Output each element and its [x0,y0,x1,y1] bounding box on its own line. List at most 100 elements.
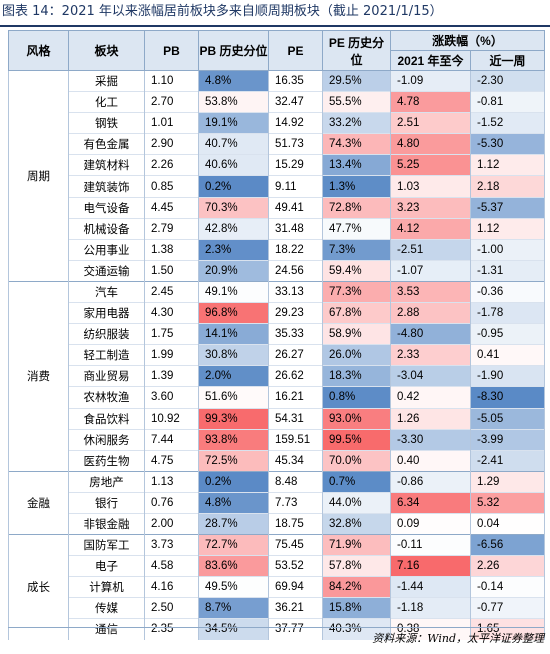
change-week-cell: -2.30 [469,69,546,92]
pb-percentile-cell: 49.1% [198,280,269,303]
sector-cell: 非银金融 [68,512,145,535]
change-ytd-cell: 5.25 [390,154,471,176]
sector-cell: 有色金属 [68,133,145,155]
change-week-cell: -5.30 [469,133,546,155]
table-row: 食品饮料 10.92 99.3% 54.31 93.0% 1.26 -5.05 [9,407,546,430]
table-row: 建筑材料 2.26 40.6% 15.29 13.4% 5.25 1.12 [9,154,546,176]
figure-title: 图表 14：2021 年以来涨幅居前板块多来自顺周期板块（截止 2021/1/1… [2,4,443,19]
pe-percentile-cell: 0.8% [322,386,391,408]
pb-cell: 3.60 [144,386,199,408]
table-row: 银行 0.76 4.8% 7.73 44.0% 6.34 5.32 [9,491,546,514]
pe-cell: 54.31 [268,407,323,430]
change-ytd-cell: 2.33 [390,344,471,366]
pe-cell: 53.52 [268,555,323,577]
sector-cell: 家用电器 [68,302,145,324]
change-ytd-cell: 1.03 [390,175,471,198]
pe-percentile-cell: 84.2% [322,576,391,598]
change-ytd-cell: 6.34 [390,491,471,514]
change-ytd-cell: 1.26 [390,407,471,430]
table-row: 电子 4.58 83.6% 53.52 57.8% 7.16 2.26 [9,555,546,577]
table-row: 建筑装饰 0.85 0.2% 9.11 1.3% 1.03 2.18 [9,175,546,198]
pe-percentile-cell: 7.3% [322,238,391,261]
pe-percentile-cell: 1.3% [322,175,391,198]
table-row: 医药生物 4.75 72.5% 45.34 70.0% 0.40 -2.41 [9,449,546,472]
change-ytd-cell: -1.07 [390,259,471,282]
table-row: 计算机 4.16 49.5% 69.94 84.2% -1.44 -0.14 [9,576,546,598]
pb-cell: 0.76 [144,491,199,514]
pe-cell: 18.22 [268,238,323,261]
pb-percentile-cell: 0.2% [198,175,269,198]
sector-cell: 公用事业 [68,238,145,261]
sector-cell: 电子 [68,555,145,577]
table-row: 机械设备 2.79 42.8% 31.48 47.7% 4.12 1.12 [9,217,546,240]
pe-percentile-cell: 0.7% [322,470,391,493]
pe-percentile-cell: 15.8% [322,597,391,619]
change-week-cell: -2.41 [469,449,546,472]
sector-cell: 医药生物 [68,449,145,472]
change-week-cell: -1.52 [469,112,546,134]
pb-percentile-cell: 2.3% [198,238,269,261]
table-row: 有色金属 2.90 40.7% 51.73 74.3% 4.80 -5.30 [9,133,546,155]
sector-cell: 交通运输 [68,259,145,282]
sector-cell: 通信 [68,618,145,640]
pb-cell: 4.30 [144,302,199,324]
pe-cell: 69.94 [268,576,323,598]
pb-cell: 4.16 [144,576,199,598]
change-ytd-cell: -1.18 [390,597,471,619]
pb-percentile-cell: 19.1% [198,112,269,134]
table-row: 金融 房地产 1.13 0.2% 8.48 0.7% -0.86 1.29 [8,470,546,535]
style-group-cell: 金融 [8,470,69,535]
pe-cell: 159.51 [268,428,323,451]
pb-percentile-cell: 93.8% [198,428,269,451]
pb-percentile-cell: 34.5% [198,618,269,640]
change-week-cell: 2.18 [469,175,546,198]
change-ytd-cell: -0.11 [390,534,471,556]
change-ytd-cell: -0.86 [390,470,471,493]
change-ytd-cell: 2.88 [390,302,471,324]
pb-cell: 1.01 [144,112,199,134]
pe-percentile-cell: 18.3% [322,365,391,387]
pe-percentile-cell: 99.5% [322,428,391,451]
pb-cell: 1.13 [144,470,199,493]
pe-cell: 7.73 [268,491,323,514]
sector-cell: 农林牧渔 [68,386,145,408]
pe-percentile-cell: 40.3% [322,618,391,640]
pb-percentile-cell: 72.5% [198,449,269,472]
pe-percentile-cell: 29.5% [322,69,391,92]
table-row: 商业贸易 1.39 2.0% 26.62 18.3% -3.04 -1.90 [9,365,546,387]
pe-percentile-cell: 71.9% [322,534,391,556]
change-week-cell: 1.12 [469,154,546,176]
change-week-cell: 5.32 [469,491,546,514]
pb-percentile-cell: 4.8% [198,69,269,92]
change-week-cell: -0.14 [469,576,546,598]
pb-cell: 2.35 [144,618,199,640]
pe-cell: 24.56 [268,259,323,282]
table-row: 轻工制造 1.99 30.8% 26.27 26.0% 2.33 0.41 [9,344,546,366]
header-pb: PB [144,30,199,71]
pb-percentile-cell: 53.8% [198,91,269,113]
table-body: 周期 采掘 1.10 4.8% 16.35 29.5% -1.09 -2.30 化工 2.70 53… [8,69,546,640]
header-row-1: 风格 板块 PB PB 历史分位 PE PE 历史分位 涨跌幅（%） [8,30,546,71]
source-note: 资料来源：Wind，太平洋证券整理 [372,632,544,645]
pb-cell: 4.58 [144,555,199,577]
table-row: 周期 采掘 1.10 4.8% 16.35 29.5% -1.09 -2.30 [8,69,546,282]
sector-cell: 机械设备 [68,217,145,240]
table-row: 电气设备 4.45 70.3% 49.41 72.8% 3.23 -5.37 [9,196,546,219]
change-week-cell: -0.81 [469,91,546,113]
table-row: 通信 2.35 34.5% 37.77 40.3% 0.38 1.65 [9,618,546,640]
change-week-cell: -5.37 [469,196,546,219]
pb-cell: 2.79 [144,217,199,240]
pb-percentile-cell: 28.7% [198,512,269,535]
pb-cell: 2.70 [144,91,199,113]
pe-cell: 32.47 [268,91,323,113]
pe-percentile-cell: 13.4% [322,154,391,176]
pe-percentile-cell: 47.7% [322,217,391,240]
change-ytd-cell: 4.78 [390,91,471,113]
bottom-rule [8,627,544,628]
pe-percentile-cell: 93.0% [322,407,391,430]
sector-valuation-table: 风格 板块 PB PB 历史分位 PE PE 历史分位 涨跌幅（%） 2021 … [8,30,546,640]
change-week-cell: -0.77 [469,597,546,619]
pb-percentile-cell: 40.7% [198,133,269,155]
pb-percentile-cell: 51.6% [198,386,269,408]
sector-cell: 采掘 [68,69,145,92]
